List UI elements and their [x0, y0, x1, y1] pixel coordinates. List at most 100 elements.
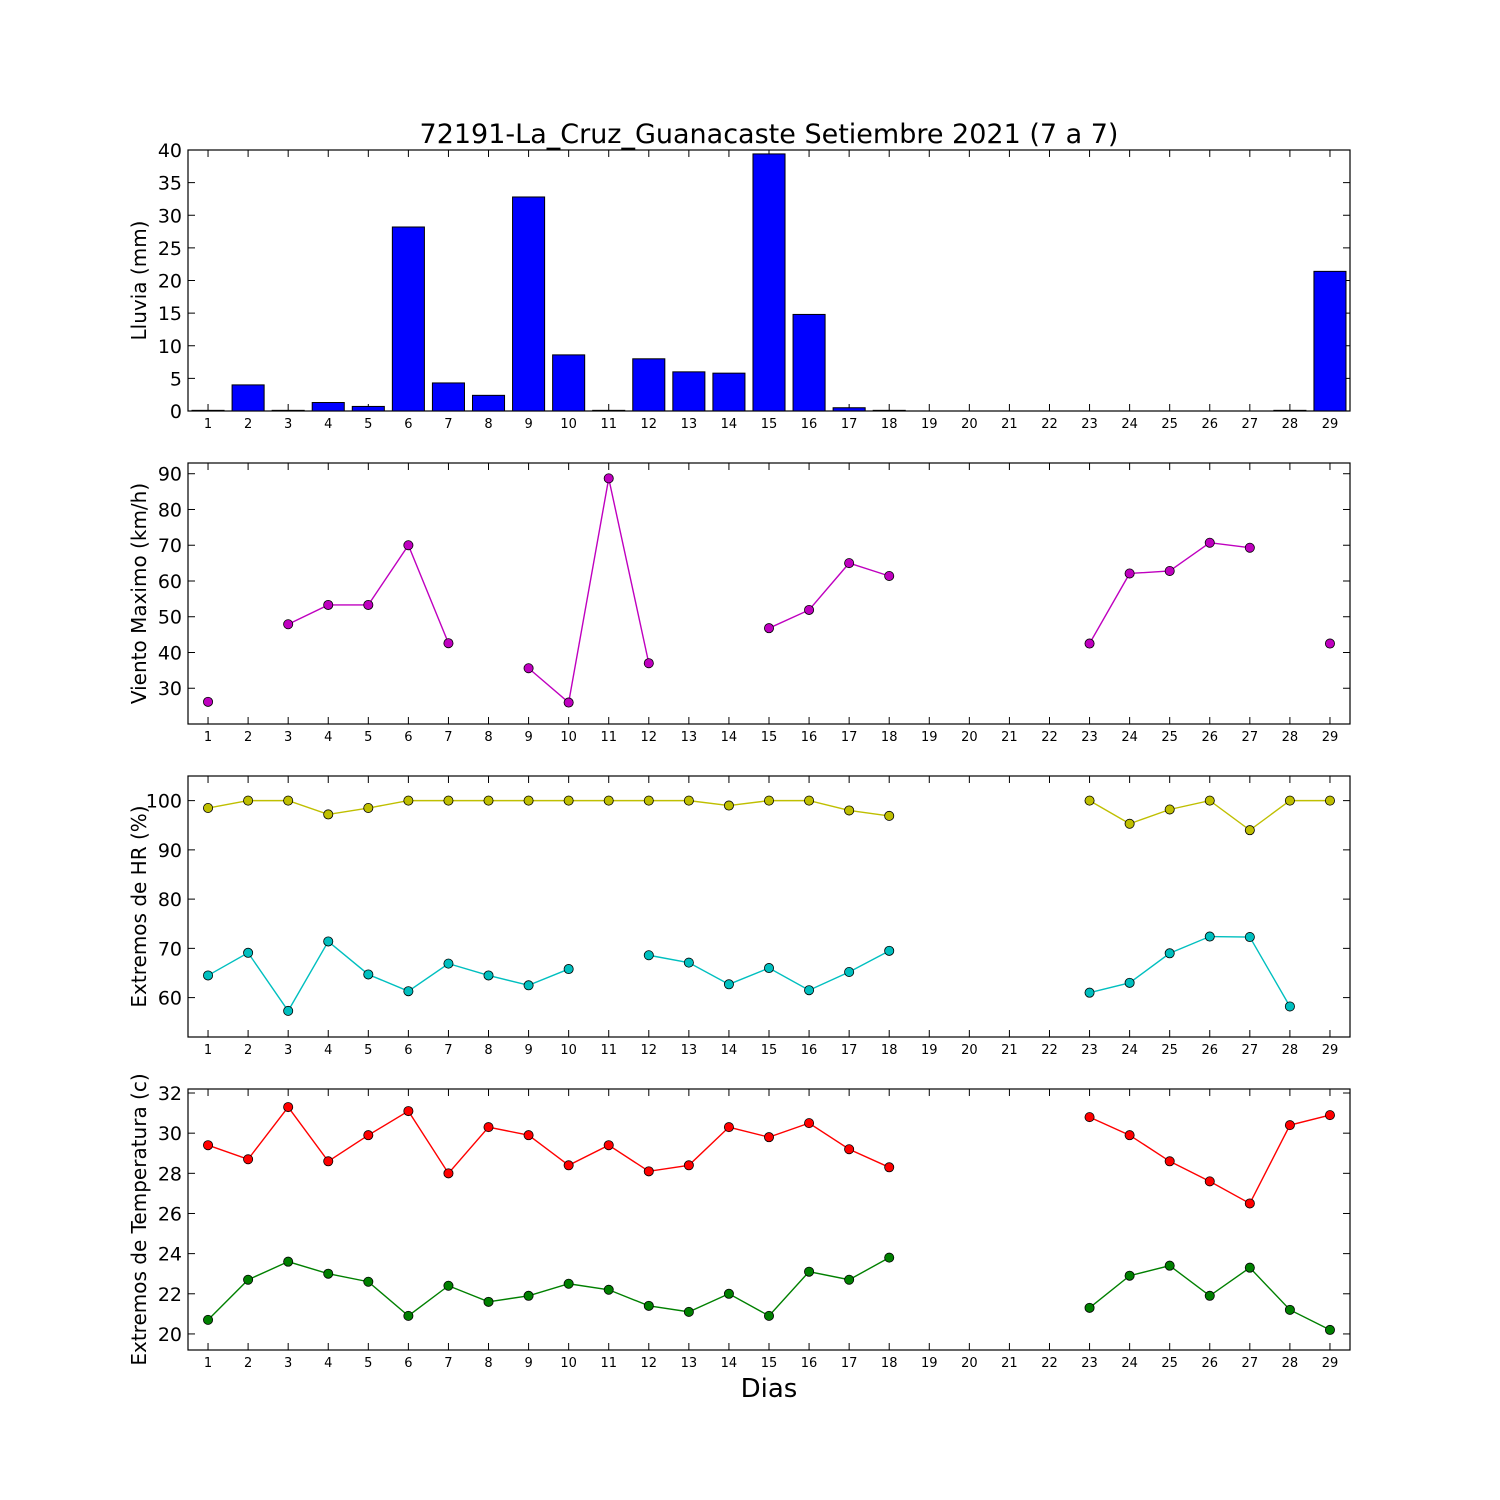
x-tick-label: 25 — [1161, 1356, 1178, 1371]
y-tick-label: 60 — [158, 988, 182, 1010]
x-tick-label: 15 — [761, 730, 778, 745]
x-tick-label: 5 — [364, 1356, 372, 1371]
x-tick-label: 3 — [284, 1043, 292, 1058]
data-point — [884, 570, 895, 581]
data-point — [523, 795, 534, 806]
bar — [872, 409, 906, 412]
bar — [271, 409, 305, 412]
bar — [471, 394, 506, 412]
data-point — [643, 658, 654, 669]
bar — [552, 354, 586, 412]
x-tick-label: 20 — [961, 1043, 978, 1058]
data-point — [603, 1140, 614, 1151]
y-tick-label: 90 — [158, 464, 182, 486]
data-point — [1324, 638, 1335, 649]
data-point — [563, 697, 574, 708]
y-tick-label: 25 — [158, 238, 182, 260]
x-tick-label: 20 — [961, 417, 978, 432]
y-tick-label: 90 — [158, 840, 182, 862]
x-tick-label: 6 — [404, 417, 412, 432]
y-tick-label: 80 — [158, 499, 182, 521]
data-point — [844, 558, 855, 569]
data-point — [643, 950, 654, 961]
x-tick-label: 28 — [1282, 417, 1299, 432]
x-tick-label: 7 — [444, 417, 452, 432]
x-tick-label: 4 — [324, 417, 332, 432]
data-point — [523, 1130, 534, 1141]
data-point — [483, 1122, 494, 1133]
x-tick-label: 1 — [204, 730, 212, 745]
x-tick-label: 6 — [404, 1356, 412, 1371]
bar — [592, 409, 626, 412]
x-tick-label: 14 — [721, 1043, 738, 1058]
data-point — [884, 1252, 895, 1263]
data-point — [443, 1280, 454, 1291]
data-point — [643, 795, 654, 806]
data-point — [363, 1130, 374, 1141]
plot-frame — [187, 462, 1351, 725]
x-tick-label: 24 — [1121, 417, 1138, 432]
data-point — [1324, 1324, 1335, 1335]
x-tick-label: 23 — [1081, 730, 1098, 745]
x-tick-label: 7 — [444, 1356, 452, 1371]
x-tick-label: 26 — [1201, 417, 1218, 432]
data-point — [1204, 537, 1215, 548]
x-tick-label: 28 — [1282, 730, 1299, 745]
x-tick-label: 22 — [1041, 730, 1058, 745]
data-point — [1124, 977, 1135, 988]
x-tick-label: 3 — [284, 417, 292, 432]
data-point — [1164, 1156, 1175, 1167]
x-tick-label: 25 — [1161, 730, 1178, 745]
data-point — [683, 1306, 694, 1317]
x-tick-label: 9 — [524, 1356, 532, 1371]
x-tick-label: 20 — [961, 1356, 978, 1371]
y-tick-label: 15 — [158, 303, 182, 325]
x-tick-label: 23 — [1081, 1043, 1098, 1058]
x-tick-label: 22 — [1041, 1043, 1058, 1058]
y-tick-label: 35 — [158, 173, 182, 195]
data-point — [1324, 795, 1335, 806]
y-tick-label: 28 — [158, 1163, 182, 1185]
data-point — [764, 963, 775, 974]
x-tick-label: 16 — [801, 1356, 818, 1371]
x-tick-label: 18 — [881, 1356, 898, 1371]
x-tick-label: 29 — [1322, 1043, 1339, 1058]
x-tick-label: 12 — [641, 417, 658, 432]
data-point — [443, 795, 454, 806]
x-tick-label: 13 — [681, 730, 698, 745]
y-axis-label: Lluvia (mm) — [127, 221, 151, 341]
x-tick-label: 16 — [801, 730, 818, 745]
data-point — [1084, 987, 1095, 998]
data-point — [683, 795, 694, 806]
x-tick-label: 26 — [1201, 1356, 1218, 1371]
data-point — [243, 795, 254, 806]
data-point — [723, 1288, 734, 1299]
data-point — [804, 1266, 815, 1277]
data-point — [884, 1162, 895, 1173]
data-point — [1084, 1112, 1095, 1123]
data-point — [683, 1160, 694, 1171]
x-tick-label: 10 — [560, 1043, 577, 1058]
x-tick-label: 21 — [1001, 417, 1018, 432]
x-tick-label: 19 — [921, 730, 938, 745]
bar — [752, 153, 786, 412]
x-tick-label: 8 — [484, 1356, 492, 1371]
y-tick-label: 40 — [158, 140, 182, 162]
bar — [672, 371, 706, 412]
data-point — [1324, 1110, 1335, 1121]
x-tick-label: 22 — [1041, 417, 1058, 432]
data-point — [723, 1122, 734, 1133]
data-point — [283, 619, 294, 630]
x-tick-label: 2 — [244, 1356, 252, 1371]
data-point — [1244, 1262, 1255, 1273]
bar — [1313, 270, 1347, 412]
data-point — [403, 1310, 414, 1321]
data-point — [403, 1106, 414, 1117]
x-tick-label: 29 — [1322, 730, 1339, 745]
y-tick-label: 0 — [170, 401, 182, 423]
bar — [632, 358, 666, 412]
